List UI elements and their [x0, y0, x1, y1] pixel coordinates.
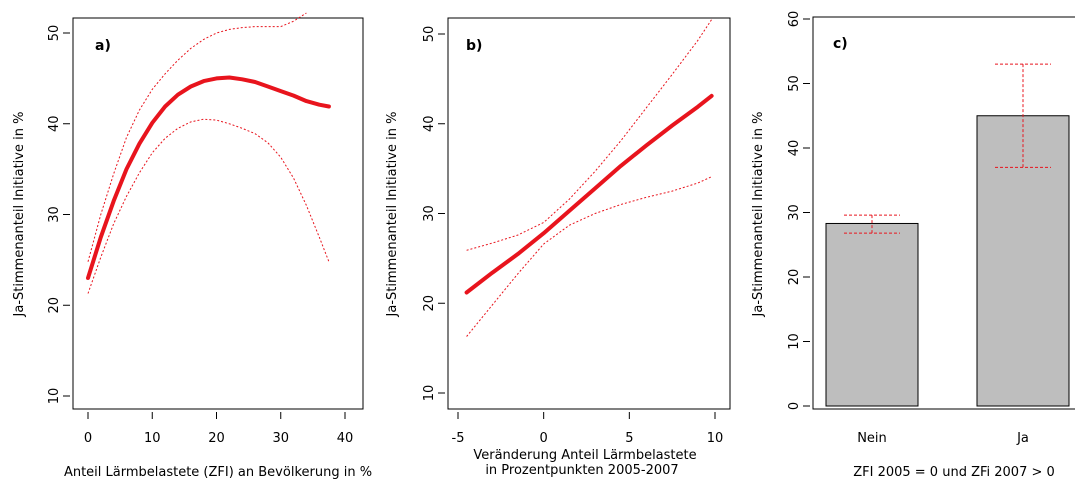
panel-c-y-tick-label: 30 — [787, 204, 802, 221]
panel-b-x-tick-label: 10 — [707, 431, 724, 446]
panel-b-y-tick-label: 40 — [422, 115, 437, 132]
panel-c-plot-frame — [812, 16, 1075, 410]
panel-b-y-axis: 10 20 30 40 50 — [422, 26, 445, 402]
panel-c-y-tick-label: 40 — [787, 140, 802, 157]
panel-a-y-tick-label: 10 — [47, 388, 62, 405]
panel-b-x-tick-label: 5 — [625, 431, 633, 446]
panel-c-y-tick-label: 60 — [787, 11, 802, 28]
panel-a-fit-line — [86, 75, 331, 280]
panel-b-x-tick-label: -5 — [452, 431, 465, 446]
panel-a-x-tick-label: 20 — [208, 431, 225, 446]
panel-b-label: b) — [466, 38, 482, 54]
panel-c: 0 10 20 30 40 50 60 Nein Ja c) ZFI 2005 = 0 und… — [751, 11, 1075, 480]
panel-a-plot-frame — [72, 17, 364, 410]
panel-a-y-tick-label: 50 — [47, 25, 62, 42]
panel-a-lower-line — [87, 118, 330, 294]
panel-a-y-tick-label: 30 — [47, 206, 62, 223]
panel-b-y-tick-label: 30 — [422, 205, 437, 222]
panel-b-x-axis: -5 0 5 10 — [452, 412, 724, 446]
panel-c-category-label: Ja — [1016, 431, 1029, 446]
panel-b-x-axis-label: Veränderung Anteil Lärmbelastete — [473, 448, 696, 463]
panel-a-x-tick-label: 30 — [272, 431, 289, 446]
panel-b-fit-line — [464, 93, 714, 295]
panel-b-upper-line — [466, 19, 713, 251]
panel-c-x-axis-label: ZFI 2005 = 0 und ZFi 2007 > 0 — [853, 465, 1055, 480]
panel-a-x-axis: 0 10 20 30 40 — [84, 412, 353, 446]
panel-b-content — [464, 19, 714, 337]
panel-a-x-tick-label: 0 — [84, 431, 92, 446]
panel-b-y-tick-label: 10 — [422, 385, 437, 402]
panel-a-label: a) — [95, 38, 111, 54]
panel-a-upper-line — [87, 12, 307, 262]
panel-a-y-axis-label: Ja-Stimmenanteil Initiative in % — [12, 112, 27, 318]
panel-a-y-tick-label: 40 — [47, 115, 62, 132]
panel-a-y-tick-label: 20 — [47, 297, 62, 314]
panel-a: 0 10 20 30 40 10 20 30 40 50 a) Anteil Lärmbelas… — [12, 12, 372, 480]
panel-b-plot-frame — [447, 17, 731, 410]
panel-c-label: c) — [833, 36, 848, 52]
panel-c-y-tick-label: 0 — [787, 402, 802, 410]
panel-c-y-tick-label: 10 — [787, 333, 802, 350]
panel-b-lower-line — [466, 176, 712, 337]
panel-a-x-tick-label: 40 — [337, 431, 354, 446]
panel-b-y-tick-label: 50 — [422, 26, 437, 43]
panel-c-content — [825, 63, 1070, 407]
panel-b-x-axis-label-line2: in Prozentpunkten 2005-2007 — [485, 463, 678, 478]
panel-c-bar-nein — [825, 222, 919, 407]
panel-a-content — [86, 12, 331, 294]
panel-c-y-tick-label: 20 — [787, 269, 802, 286]
panel-b-y-tick-label: 20 — [422, 295, 437, 312]
panel-c-x-axis: Nein Ja — [857, 431, 1029, 446]
panel-b-x-tick-label: 0 — [540, 431, 548, 446]
panel-c-y-axis: 0 10 20 30 40 50 60 — [787, 11, 810, 410]
panel-b-y-axis-label: Ja-Stimmenanteil Initiative in % — [385, 112, 400, 318]
panel-a-y-axis: 10 20 30 40 50 — [47, 25, 70, 405]
panel-c-bar-ja — [976, 115, 1070, 407]
panel-b: -5 0 5 10 10 20 30 40 50 b) Veränderung Anteil … — [385, 17, 731, 478]
panel-c-y-axis-label: Ja-Stimmenanteil Initiative in % — [751, 112, 766, 318]
panel-c-y-tick-label: 50 — [787, 75, 802, 92]
panel-c-category-label: Nein — [857, 431, 887, 446]
panel-a-x-tick-label: 10 — [144, 431, 161, 446]
panel-a-x-axis-label: Anteil Lärmbelastete (ZFI) an Bevölkerun… — [64, 465, 372, 480]
